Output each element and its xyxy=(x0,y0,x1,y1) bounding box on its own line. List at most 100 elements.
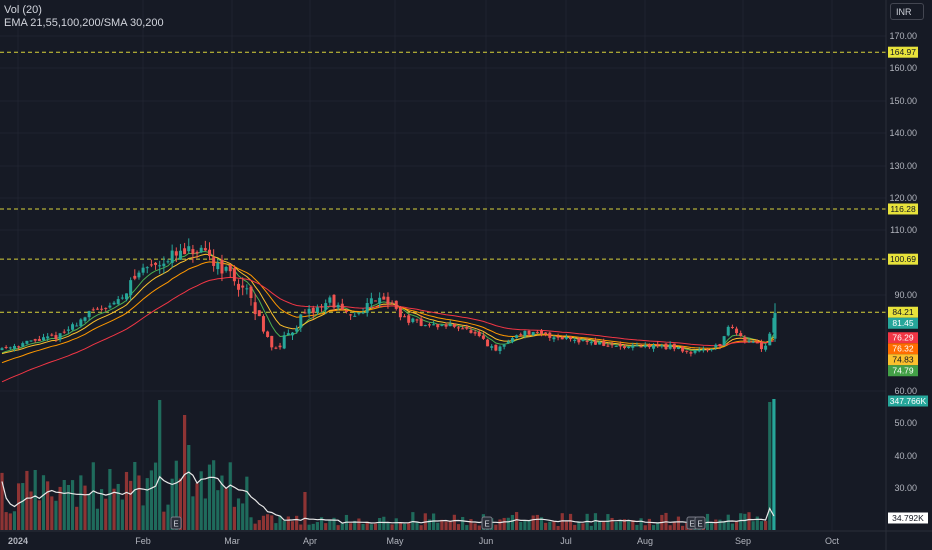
candle-body xyxy=(353,315,357,317)
candle-body xyxy=(689,352,693,354)
price-label-value: 116.28 xyxy=(890,204,916,214)
candle-body xyxy=(452,324,456,327)
volume-bar xyxy=(183,415,187,530)
volume-bar xyxy=(149,470,153,530)
volume-bar xyxy=(573,524,577,530)
candle-body xyxy=(174,251,178,256)
candle-body xyxy=(722,336,726,346)
price-label-value: 164.97 xyxy=(890,47,916,57)
volume-bar xyxy=(643,525,647,530)
volume-bar xyxy=(228,462,232,530)
volume-bar xyxy=(29,491,33,530)
volume-bar xyxy=(340,523,344,530)
volume-indicator-label[interactable]: Vol (20) xyxy=(4,4,42,16)
candle-body xyxy=(693,350,697,353)
volume-bar xyxy=(112,488,116,530)
volume-bar xyxy=(21,483,25,530)
candle-body xyxy=(224,266,228,271)
price-label-bg xyxy=(888,203,918,215)
volume-bar xyxy=(187,445,191,530)
volume-bar xyxy=(734,521,739,530)
candle-body xyxy=(249,286,253,298)
candle-body xyxy=(291,332,294,336)
volume-bar xyxy=(137,475,141,530)
price-label: 76.32 xyxy=(888,343,918,355)
candle-body xyxy=(544,332,548,335)
candle-body xyxy=(676,347,680,349)
price-label: 74.83 xyxy=(888,354,918,366)
volume-bar xyxy=(598,520,602,530)
candle-body xyxy=(178,250,182,260)
volume-bar xyxy=(328,520,332,530)
volume-bar xyxy=(332,517,336,530)
candle-body xyxy=(369,298,373,304)
earnings-marker[interactable]: E xyxy=(694,516,706,530)
volume-bar xyxy=(104,498,108,530)
price-label-value: 76.29 xyxy=(892,333,914,343)
candle-body xyxy=(631,345,635,348)
candle-body xyxy=(486,339,490,347)
price-label-value: 74.79 xyxy=(892,366,914,376)
volume-bar xyxy=(245,476,249,530)
price-labels: 164.97116.28100.6984.2181.4576.2976.3274… xyxy=(888,46,928,524)
candle-body xyxy=(610,344,614,346)
volume-bar xyxy=(170,478,174,530)
candle-body xyxy=(714,344,718,348)
volume-bar xyxy=(37,500,41,530)
volume-bar xyxy=(58,486,62,530)
volume-bar xyxy=(452,514,456,530)
candle-body xyxy=(510,338,514,342)
volume-bar xyxy=(17,483,21,530)
candle-body xyxy=(328,297,332,303)
candle-body xyxy=(710,348,714,350)
earnings-marker[interactable]: E xyxy=(481,516,493,530)
price-axis[interactable]: 170.00 160.00 150.00 140.00 130.00 120.00 110.… xyxy=(885,0,917,550)
candle-body xyxy=(403,316,407,318)
candle-body xyxy=(652,345,656,349)
volume-bar xyxy=(315,522,319,530)
time-axis[interactable]: 2024 Feb Mar Apr May Jun Jul Aug Sep Oct xyxy=(0,530,932,546)
earnings-marker[interactable]: E xyxy=(170,516,182,530)
candle-body xyxy=(465,327,469,329)
volume-bar xyxy=(577,521,581,530)
indicator-legend[interactable]: Vol (20) EMA 21,55,100,200/SMA 30,200 xyxy=(4,4,164,30)
volume-bar xyxy=(681,525,685,530)
candle-body xyxy=(203,248,207,251)
candle-body xyxy=(257,310,261,317)
candle-body xyxy=(411,318,415,322)
candle-body xyxy=(461,328,465,330)
volume-bar xyxy=(568,513,573,530)
candle-body xyxy=(21,343,25,347)
volume-bar xyxy=(87,493,91,530)
candle-body xyxy=(656,344,660,346)
price-label: 76.29 xyxy=(888,332,918,344)
volume-bar xyxy=(378,518,382,530)
candle-body xyxy=(108,305,112,308)
price-label-bg xyxy=(888,46,918,58)
candle-body xyxy=(668,344,672,349)
candle-body xyxy=(8,347,12,349)
candle-body xyxy=(560,336,564,340)
volume-bar xyxy=(79,475,83,530)
volume-bar xyxy=(203,498,207,530)
volume-bar xyxy=(274,523,278,530)
price-label: 164.97 xyxy=(888,46,918,58)
volume-bar xyxy=(672,521,676,530)
volume-bar xyxy=(498,519,502,530)
currency-badge[interactable]: INR xyxy=(890,3,924,20)
volume-bar xyxy=(83,485,87,530)
volume-bar xyxy=(365,521,369,530)
candle-body xyxy=(494,344,498,351)
volume-bar xyxy=(153,462,158,530)
candle-body xyxy=(726,326,730,336)
price-tick-label: 130.00 xyxy=(889,161,917,171)
candle-body xyxy=(46,336,50,339)
volume-bar xyxy=(390,524,394,530)
volume-bar xyxy=(631,519,635,530)
candle-body xyxy=(519,334,523,336)
ma-indicator-label[interactable]: EMA 21,55,100,200/SMA 30,200 xyxy=(4,17,164,29)
volume-bar xyxy=(91,462,95,530)
volume-bar xyxy=(560,513,564,530)
